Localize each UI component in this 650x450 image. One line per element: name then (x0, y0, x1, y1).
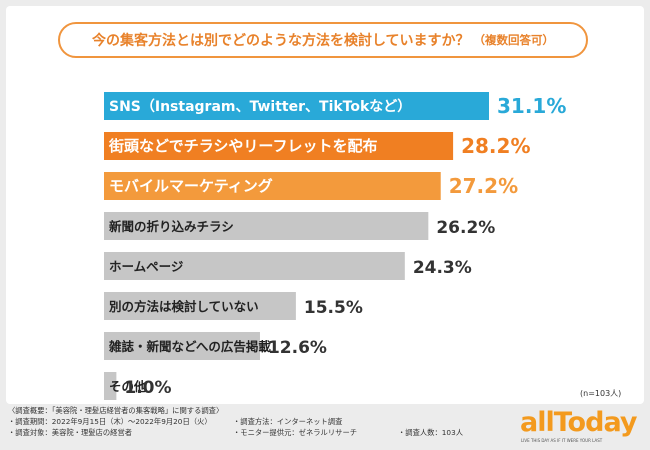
value-label-1: 28.2% (461, 134, 530, 158)
footer-period: ・調査期間：2022年9月15日（木）～2022年9月20日（火） (8, 417, 212, 426)
sample-size-note: (n=103人) (580, 389, 622, 398)
bar-label-2: モバイルマーケティング (109, 177, 273, 195)
bar-label-3: 新聞の折り込みチラシ (109, 219, 234, 234)
bar-6 (104, 332, 260, 360)
value-label-5: 15.5% (304, 298, 363, 318)
alltoday-logo: allToday LIVE THIS DAY AS IF IT WERE YOU… (520, 407, 645, 446)
value-label-2: 27.2% (449, 174, 518, 198)
bar-4 (104, 252, 405, 280)
bar-5 (104, 292, 296, 320)
bar-label-0: SNS（Instagram、Twitter、TikTokなど） (109, 99, 411, 115)
bar-1 (104, 132, 454, 160)
bar-label-6: 雑誌・新聞などへの広告掲載 (108, 339, 271, 354)
logo-tagline: LIVE THIS DAY AS IF IT WERE YOUR LAST (521, 438, 603, 443)
value-label-3: 26.2% (436, 218, 495, 238)
footer-target: ・調査対象：美容院・理髪店の経営者 (8, 428, 133, 437)
chart-title: 今の集客方法とは別でどのような方法を検討していますか？ (91, 33, 470, 49)
value-label-6: 12.6% (268, 338, 327, 358)
footer-count: ・調査人数：103人 (398, 428, 464, 437)
bar-label-1: 街頭などでチラシやリーフレットを配布 (108, 137, 378, 155)
logo-text: allToday (520, 407, 637, 438)
value-label-0: 31.1% (497, 94, 566, 118)
bar-3 (104, 212, 429, 240)
bar-2 (104, 172, 441, 200)
bar-0 (104, 92, 489, 120)
bar-7 (104, 372, 117, 400)
value-label-7: 1.0% (124, 378, 171, 398)
chart-title-note: （複数回答可） (473, 33, 555, 47)
bar-label-5: 別の方法は検討していない (108, 299, 259, 314)
value-label-4: 24.3% (413, 258, 472, 278)
footer-method: ・調査方法：インターネット調査 (233, 417, 343, 426)
bar-label-7: その他 (109, 379, 147, 394)
bar-label-4: ホームページ (109, 259, 184, 274)
chart-title-box: 今の集客方法とは別でどのような方法を検討していますか？ （複数回答可） (58, 22, 588, 58)
footer-survey-title: 〈調査概要：「美容院・理髪店経営者の集客戦略」に関する調査〉 (8, 406, 224, 415)
footer-provider: ・モニター提供元：ゼネラルリサーチ (233, 428, 358, 437)
